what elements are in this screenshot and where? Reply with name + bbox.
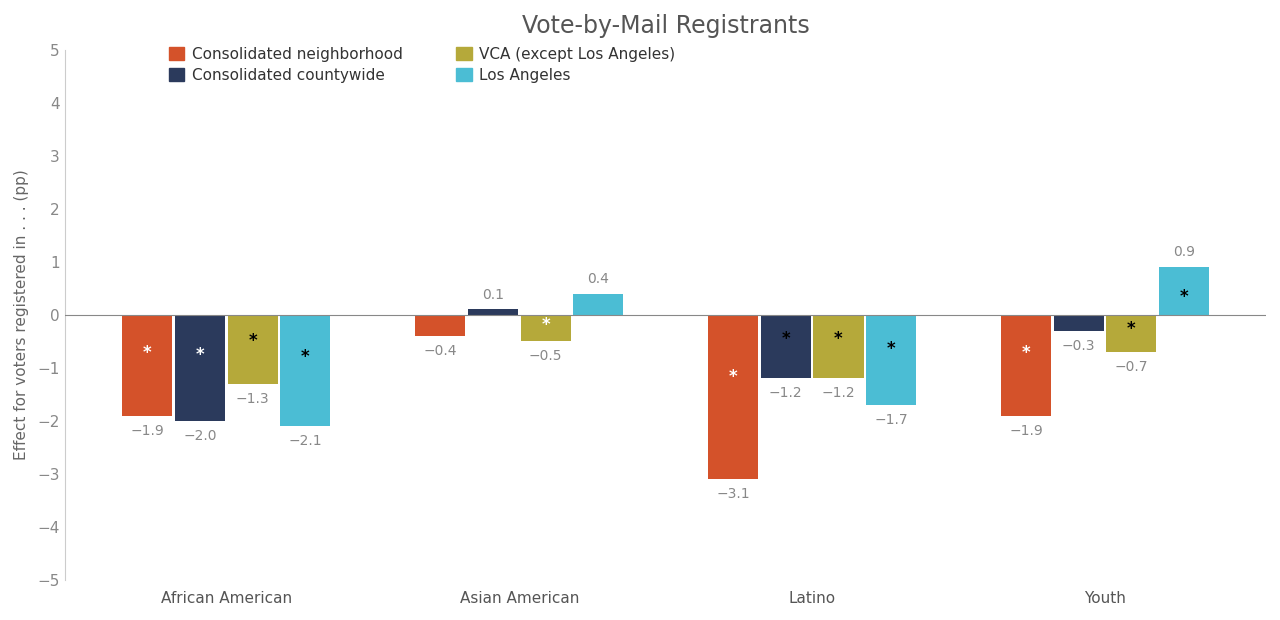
Text: *: * <box>782 330 790 348</box>
Text: −0.5: −0.5 <box>529 349 562 363</box>
Text: −1.2: −1.2 <box>769 386 803 401</box>
Text: 0.4: 0.4 <box>588 272 609 286</box>
Text: −1.2: −1.2 <box>822 386 855 401</box>
Text: *: * <box>541 316 550 334</box>
Bar <box>760 315 810 378</box>
Bar <box>175 315 225 421</box>
Text: −0.7: −0.7 <box>1115 360 1148 374</box>
Text: −1.9: −1.9 <box>1009 423 1043 438</box>
Text: *: * <box>1180 288 1188 306</box>
Text: −1.3: −1.3 <box>236 392 270 405</box>
Text: *: * <box>143 344 151 362</box>
Text: *: * <box>1021 344 1030 362</box>
Bar <box>280 315 330 426</box>
Text: 0.1: 0.1 <box>481 288 504 301</box>
Text: −1.7: −1.7 <box>874 413 908 427</box>
Text: −0.3: −0.3 <box>1062 339 1096 353</box>
Y-axis label: Effect for voters registered in . . . (pp): Effect for voters registered in . . . (p… <box>14 169 29 460</box>
Text: −3.1: −3.1 <box>717 487 750 501</box>
Text: *: * <box>196 346 205 364</box>
Legend: Consolidated neighborhood, Consolidated countywide, VCA (except Los Angeles), Lo: Consolidated neighborhood, Consolidated … <box>169 46 676 83</box>
Title: Vote-by-Mail Registrants: Vote-by-Mail Registrants <box>522 14 809 38</box>
Bar <box>814 315 864 378</box>
Bar <box>573 293 623 315</box>
Text: −1.9: −1.9 <box>131 423 164 438</box>
Text: −2.1: −2.1 <box>288 434 323 448</box>
Bar <box>708 315 758 479</box>
Text: *: * <box>887 340 896 358</box>
Bar <box>123 315 173 415</box>
Text: 0.9: 0.9 <box>1172 245 1196 259</box>
Bar <box>867 315 916 405</box>
Bar <box>521 315 571 341</box>
Bar <box>415 315 465 336</box>
Text: *: * <box>728 368 737 386</box>
Bar <box>468 309 518 315</box>
Text: *: * <box>1128 320 1135 338</box>
Text: *: * <box>301 348 310 366</box>
Text: *: * <box>835 330 842 348</box>
Text: −0.4: −0.4 <box>424 344 457 358</box>
Bar <box>1053 315 1103 330</box>
Bar <box>1001 315 1051 415</box>
Bar <box>1160 267 1210 315</box>
Bar <box>228 315 278 384</box>
Bar <box>1106 315 1156 352</box>
Text: −2.0: −2.0 <box>183 429 216 443</box>
Text: *: * <box>248 332 257 350</box>
